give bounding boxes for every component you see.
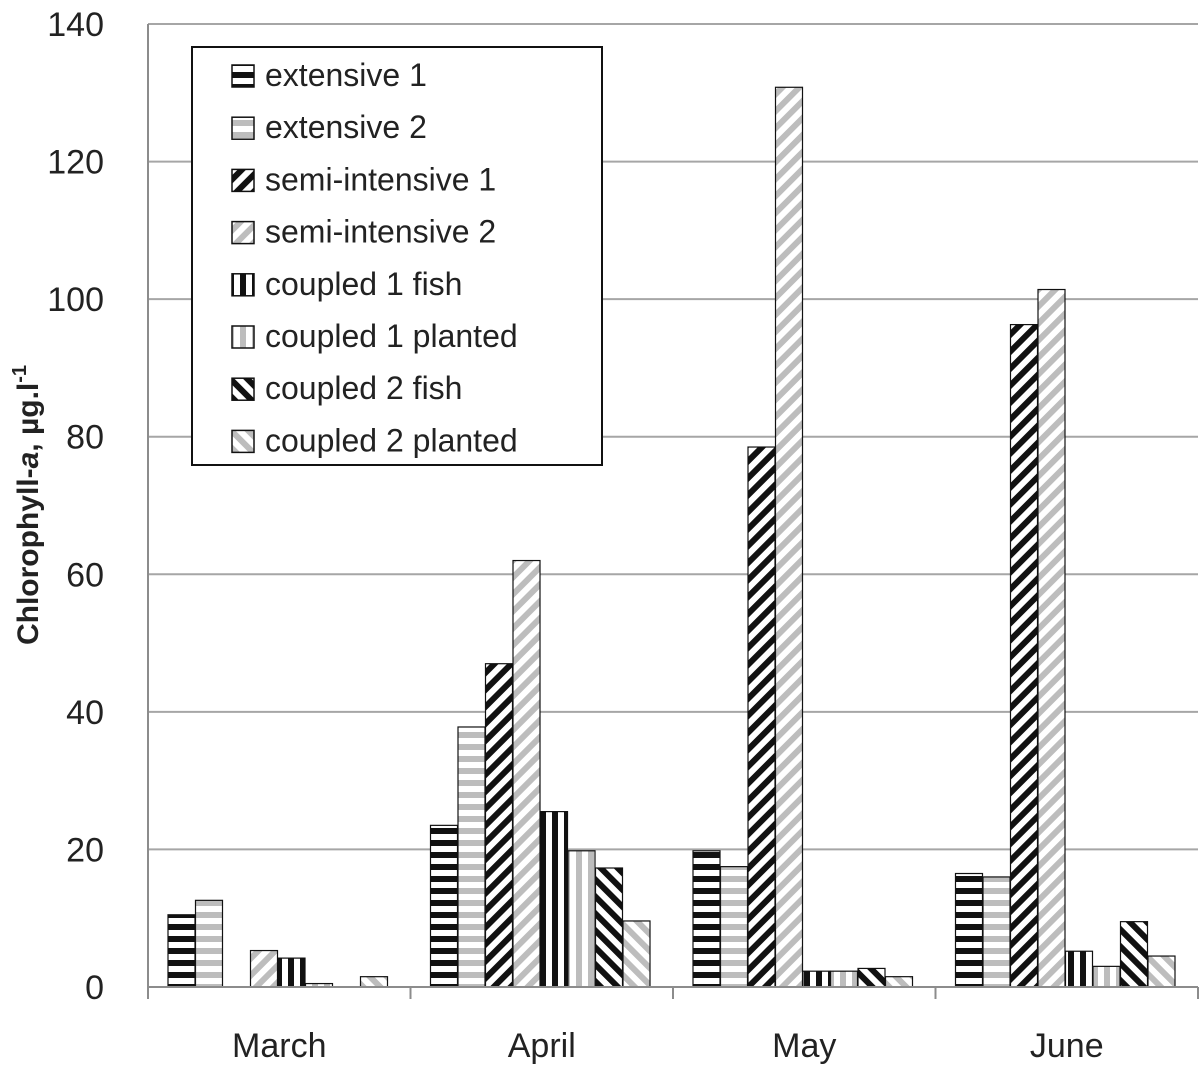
legend-label: coupled 2 fish	[265, 370, 462, 406]
legend-swatch	[231, 377, 255, 401]
legend-swatch	[231, 64, 255, 88]
y-tick-label: 60	[66, 556, 104, 594]
legend-label: coupled 1 fish	[265, 266, 462, 302]
bar-coupled-1-planted-june	[1092, 965, 1121, 988]
legend-swatch	[231, 429, 255, 454]
x-category-label: March	[232, 1027, 326, 1065]
bar-coupled-1-fish-april	[539, 810, 569, 988]
legend-label: extensive 1	[265, 57, 427, 93]
bar-coupled-1-fish-june	[1064, 950, 1094, 988]
y-tick-label: 140	[47, 6, 104, 44]
legend: extensive 1 extensive 2 semi-intensive 1 se…	[191, 46, 603, 466]
legend-box	[191, 46, 603, 466]
x-category-label: May	[772, 1027, 836, 1065]
legend-label: semi-intensive 1	[265, 161, 496, 197]
bar-extensive-1-june	[954, 872, 984, 988]
bar-coupled-1-fish-march	[277, 957, 306, 988]
legend-swatch	[231, 273, 255, 297]
y-tick-label: 120	[47, 144, 104, 182]
bar-semi-intensive-2-march	[249, 949, 279, 988]
bar-extensive-2-may	[719, 866, 749, 988]
bar-coupled-2-fish-june	[1119, 921, 1149, 988]
bar-semi-intensive-2-june	[1037, 288, 1066, 988]
y-tick-label: 0	[85, 969, 104, 1007]
axes: 0 20 40 60 80 100 120 140 March April May June Chlor…	[9, 6, 1199, 1065]
bar-extensive-1-march	[167, 914, 196, 988]
y-tick-label: 100	[47, 281, 104, 319]
legend-swatch	[231, 168, 255, 193]
bar-coupled-1-planted-april	[567, 850, 596, 988]
legend-label: semi-intensive 2	[265, 214, 496, 250]
y-tick-label: 20	[66, 831, 104, 869]
bar-coupled-2-fish-may	[857, 967, 886, 988]
bar-coupled-2-planted-may	[884, 976, 914, 988]
y-tick-label: 80	[66, 419, 104, 457]
y-tick-label: 40	[66, 694, 104, 732]
bar-extensive-2-march	[194, 899, 224, 988]
legend-label: coupled 1 planted	[265, 318, 518, 354]
bar-semi-intensive-1-may	[747, 446, 776, 988]
bar-coupled-2-planted-june	[1147, 955, 1176, 988]
bar-semi-intensive-1-april	[484, 663, 514, 988]
bar-coupled-2-fish-april	[594, 867, 624, 988]
bar-coupled-2-planted-march	[359, 976, 389, 988]
legend-label: coupled 2 planted	[265, 422, 518, 458]
bar-extensive-1-april	[429, 824, 459, 988]
bar-semi-intensive-1-june	[1009, 323, 1039, 988]
bar-extensive-2-june	[982, 876, 1011, 988]
bar-semi-intensive-2-may	[774, 86, 804, 988]
bar-coupled-2-planted-april	[622, 920, 651, 988]
bar-extensive-1-may	[692, 850, 721, 988]
legend-swatch	[231, 220, 255, 245]
y-axis-label: Chlorophyll-a, µg.l-1	[9, 365, 45, 645]
x-category-label: June	[1030, 1027, 1104, 1065]
legend-swatch	[231, 116, 255, 140]
bars	[167, 86, 1176, 988]
legend-label: extensive 2	[265, 109, 427, 145]
bar-semi-intensive-2-april	[512, 559, 541, 988]
bar-coupled-1-fish-may	[802, 970, 831, 988]
bar-extensive-2-april	[457, 726, 486, 988]
legend-swatch	[231, 325, 255, 349]
x-category-label: April	[508, 1027, 576, 1065]
bar-coupled-1-planted-may	[829, 970, 859, 988]
